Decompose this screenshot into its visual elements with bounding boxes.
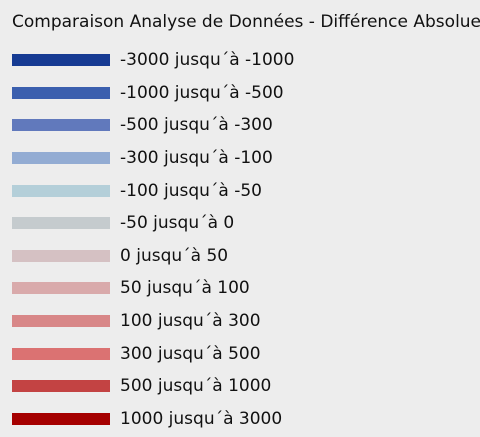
legend-label: -1000 jusqu´à -500 — [120, 82, 284, 103]
legend-swatch — [12, 152, 110, 165]
legend-list: -3000 jusqu´à -1000 -1000 jusqu´à -500 -… — [0, 44, 480, 435]
legend-label: -500 jusqu´à -300 — [120, 115, 273, 136]
legend-item: 50 jusqu´à 100 — [0, 272, 480, 305]
legend-item: -100 jusqu´à -50 — [0, 174, 480, 207]
legend-label: -3000 jusqu´à -1000 — [120, 50, 295, 71]
legend-label: 300 jusqu´à 500 — [120, 343, 261, 364]
legend-swatch — [12, 184, 110, 197]
legend-item: -1000 jusqu´à -500 — [0, 77, 480, 110]
legend-label: 500 jusqu´à 1000 — [120, 376, 272, 397]
legend-swatch — [12, 282, 110, 295]
legend-swatch — [12, 217, 110, 230]
legend-swatch — [12, 315, 110, 328]
legend-item: 1000 jusqu´à 3000 — [0, 403, 480, 436]
legend-swatch — [12, 86, 110, 99]
legend-swatch — [12, 54, 110, 67]
legend-swatch — [12, 380, 110, 393]
legend-swatch — [12, 249, 110, 262]
legend-label: 100 jusqu´à 300 — [120, 311, 261, 332]
legend-swatch — [12, 347, 110, 360]
legend-item: -300 jusqu´à -100 — [0, 142, 480, 175]
legend-label: 50 jusqu´à 100 — [120, 278, 250, 299]
legend-label: -100 jusqu´à -50 — [120, 180, 262, 201]
legend-label: -300 jusqu´à -100 — [120, 148, 273, 169]
legend-item: -3000 jusqu´à -1000 — [0, 44, 480, 77]
legend-item: -50 jusqu´à 0 — [0, 207, 480, 240]
legend-item: 100 jusqu´à 300 — [0, 305, 480, 338]
legend-label: 0 jusqu´à 50 — [120, 245, 229, 266]
legend-swatch — [12, 119, 110, 132]
legend-item: 0 jusqu´à 50 — [0, 240, 480, 273]
legend-label: -50 jusqu´à 0 — [120, 213, 235, 234]
legend-label: 1000 jusqu´à 3000 — [120, 408, 283, 429]
legend-swatch — [12, 412, 110, 425]
legend-title: Comparaison Analyse de Données - Différe… — [12, 12, 480, 32]
legend-item: 500 jusqu´à 1000 — [0, 370, 480, 403]
legend-item: -500 jusqu´à -300 — [0, 109, 480, 142]
legend-item: 300 jusqu´à 500 — [0, 337, 480, 370]
